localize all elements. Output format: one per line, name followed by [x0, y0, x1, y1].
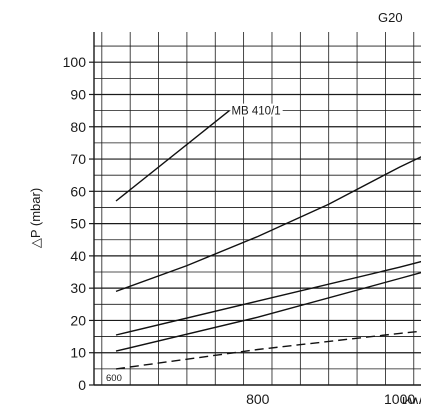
series-labels: MB 410/1MB 412/1MB 415/MB 420/ — [230, 103, 283, 118]
series-line-3 — [115, 260, 421, 336]
series-line-2 — [115, 156, 421, 293]
series-label-background — [230, 103, 283, 117]
series-line-5 — [115, 330, 421, 370]
y-tick-label: 80 — [70, 119, 86, 135]
series-line-4 — [115, 271, 421, 352]
corner-label: G20 — [378, 10, 403, 25]
y-axis-title: △P (mbar) — [28, 188, 43, 248]
x-tick-label: 1000 — [384, 391, 415, 404]
x-axis-title: kW — [402, 394, 421, 404]
y-tick-label: 60 — [70, 183, 86, 199]
chart-grid — [89, 32, 421, 386]
x-tick-labels: 800100012006001300 — [106, 373, 415, 404]
y-tick-label: 70 — [70, 151, 86, 167]
y-tick-labels: 0 10 20 30 40 50 60 70 80 90 100 — [63, 54, 87, 393]
y-tick-label: 20 — [70, 312, 86, 328]
chart-series — [115, 110, 421, 370]
series-line-1 — [115, 110, 230, 202]
series-label: MB 410/1 — [231, 106, 280, 118]
x-inner-label: 600 — [106, 373, 122, 384]
y-tick-label: 100 — [63, 54, 87, 70]
y-tick-label: 0 — [78, 377, 86, 393]
x-tick-label: 800 — [246, 391, 270, 404]
y-tick-label: 40 — [70, 248, 86, 264]
y-tick-label: 90 — [70, 86, 86, 102]
y-tick-label: 10 — [70, 345, 86, 361]
y-tick-label: 30 — [70, 280, 86, 296]
y-tick-label: 50 — [70, 216, 86, 232]
